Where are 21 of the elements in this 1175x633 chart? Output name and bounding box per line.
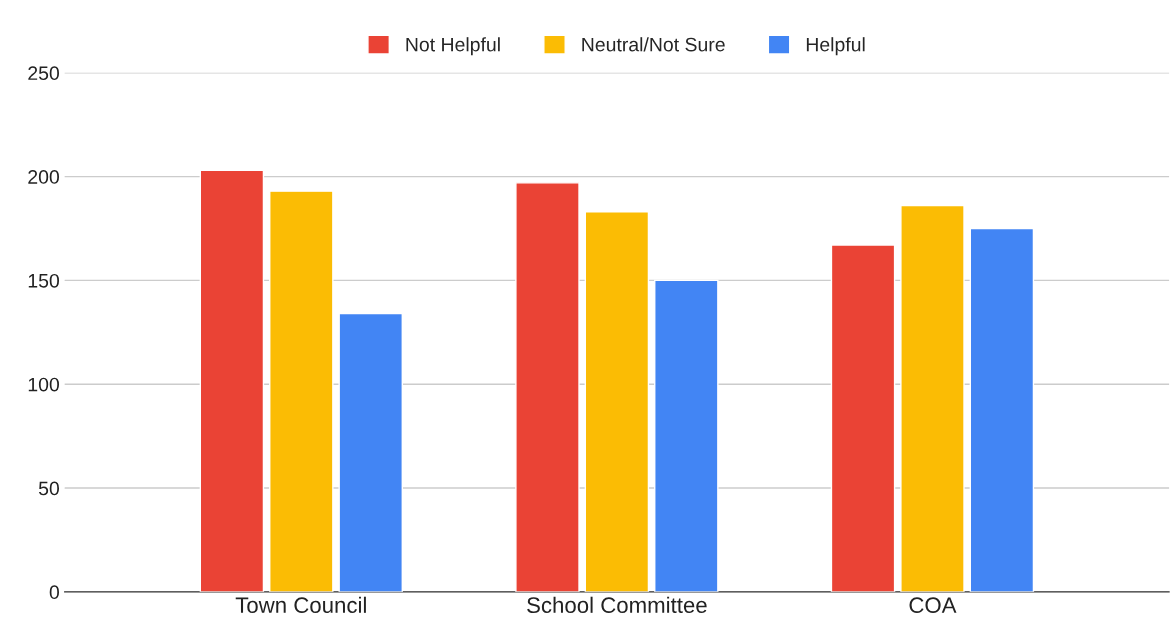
bar xyxy=(830,244,896,592)
bar xyxy=(654,279,719,592)
legend-label: Helpful xyxy=(806,37,865,56)
bar xyxy=(199,169,265,592)
bar xyxy=(900,204,965,592)
x-tick-label: School Committee xyxy=(527,596,707,614)
y-tick-label: 200 xyxy=(28,170,60,184)
y-tick-label: 0 xyxy=(49,585,59,600)
x-tick-label: Town Council xyxy=(235,596,366,614)
bar xyxy=(338,312,403,592)
y-tick-label: 150 xyxy=(28,273,60,288)
y-tick-label: 250 xyxy=(28,66,60,81)
y-tick-label: 100 xyxy=(28,377,60,392)
legend-label: Not Helpful xyxy=(406,37,500,56)
y-tick-label: 50 xyxy=(38,481,60,496)
bar xyxy=(584,211,650,592)
x-tick-label: COA xyxy=(909,597,957,614)
bar xyxy=(969,227,1035,592)
bar xyxy=(515,182,580,592)
bar xyxy=(269,190,334,592)
legend-label: Neutral/Not Sure xyxy=(582,37,725,52)
